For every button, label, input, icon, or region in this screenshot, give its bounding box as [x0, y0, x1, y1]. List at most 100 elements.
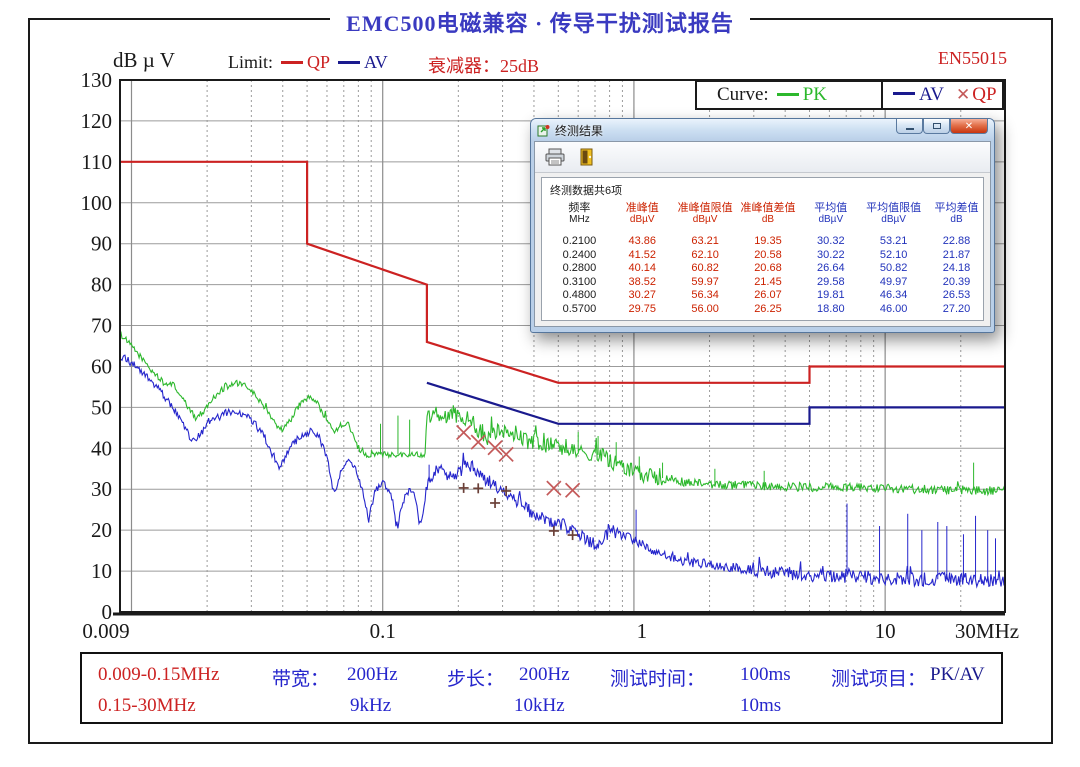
pk-label: PK	[802, 84, 828, 105]
result-summary: 终测数据共6项	[550, 185, 623, 197]
standard-label: EN55015	[938, 48, 1007, 68]
window-title: 终测结果	[555, 123, 604, 138]
table-cell: 19.81	[817, 289, 845, 301]
table-cell: 60.82	[691, 262, 719, 274]
svg-text:80: 80	[91, 273, 112, 297]
step-value-1: 200Hz	[519, 664, 570, 685]
test-time-label: 测试时间：	[610, 669, 706, 690]
table-cell: 30.22	[817, 248, 845, 261]
close-button[interactable]: ✕	[950, 119, 988, 134]
maximize-icon	[932, 123, 941, 129]
curve-legend-pk: Curve: PK	[697, 84, 881, 106]
column-header: 准峰值 dBµV	[625, 202, 659, 225]
svg-text:0.1: 0.1	[370, 619, 396, 643]
av-label: AV	[919, 84, 944, 105]
step-value-2: 10kHz	[514, 695, 565, 716]
table-row: 0.2100 43.86 63.21 19.35 30.32 53.21 22.88	[548, 226, 983, 247]
test-item-label: 测试项目：	[831, 669, 927, 690]
table-row: 0.2800 40.14 60.82 20.68 26.64 50.82 24.18	[548, 261, 983, 275]
table-cell: 21.45	[754, 275, 782, 288]
table-cell: 30.27	[628, 289, 657, 301]
table-row: 0.4800 30.27 56.34 26.07 19.81 46.34 26.53	[548, 288, 983, 302]
curve-legend-av-qp: AV ✕ QP	[881, 82, 1002, 108]
table-row: 0.3100 38.52 59.97 21.45 29.58 49.97 20.39	[548, 274, 983, 288]
svg-text:130: 130	[81, 68, 113, 92]
test-time-value-2: 10ms	[740, 695, 782, 716]
svg-text:110: 110	[81, 150, 112, 174]
curve-av	[119, 354, 1006, 589]
table-cell: 41.52	[628, 248, 657, 261]
table-cell: 19.35	[754, 235, 782, 247]
svg-text:90: 90	[91, 232, 112, 256]
table-cell: 50.82	[879, 262, 908, 274]
table-cell: 24.18	[942, 262, 971, 274]
svg-text:0: 0	[102, 600, 113, 624]
table-cell: 29.75	[628, 302, 657, 315]
table-cell: 0.3100	[562, 275, 597, 288]
page-title: EMC500电磁兼容 · 传导干扰测试报告	[0, 6, 1080, 38]
svg-text:10: 10	[91, 559, 112, 583]
table-cell: 22.88	[942, 235, 971, 247]
pk-line-icon	[776, 92, 799, 96]
column-header: 平均值 dBµV	[814, 202, 848, 225]
svg-text:50: 50	[91, 395, 112, 419]
result-window-toolbar	[535, 142, 990, 173]
exit-door-icon[interactable]	[579, 148, 595, 166]
svg-text:10: 10	[875, 619, 896, 643]
limit-av-label: AV	[364, 52, 388, 72]
table-cell: 49.97	[879, 275, 908, 288]
table-cell: 56.00	[691, 302, 719, 315]
curve-pk	[119, 331, 1006, 497]
limit-av	[426, 381, 1005, 425]
av-limit-line-icon	[338, 60, 361, 64]
svg-text:100: 100	[81, 191, 113, 215]
svg-text:30: 30	[91, 477, 112, 501]
result-window[interactable]: 终测结果 ✕ 终测数据共6项 频率 MHz 准峰值 dBµV 准峰值限值 dBµV 准	[530, 118, 995, 333]
bandwidth-value-2: 9kHz	[350, 695, 392, 716]
table-cell: 43.86	[628, 235, 657, 247]
qp-limit-line-icon	[281, 60, 303, 64]
svg-text:20: 20	[91, 518, 112, 542]
result-window-titlebar[interactable]: 终测结果 ✕	[531, 119, 994, 141]
svg-text:120: 120	[81, 109, 113, 133]
table-cell: 53.21	[879, 235, 908, 247]
column-header: 准峰值差值 dB	[740, 202, 796, 225]
table-cell: 29.58	[817, 275, 845, 288]
printer-icon[interactable]	[545, 148, 565, 166]
table-header-row: 频率 MHz 准峰值 dBµV 准峰值限值 dBµV 准峰值差值 dB 平均值 dBµV 平均值限值…	[548, 202, 983, 226]
svg-text:1: 1	[637, 619, 648, 643]
step-label: 步长：	[447, 669, 505, 690]
y-axis-unit-label: dB µ V	[113, 48, 175, 72]
table-cell: 0.2100	[562, 235, 597, 247]
qp-label: QP	[972, 84, 997, 105]
table-cell: 30.32	[817, 235, 845, 247]
svg-text:40: 40	[91, 436, 112, 460]
svg-text:0.009: 0.009	[82, 619, 129, 643]
table-cell: 26.07	[754, 289, 782, 301]
minimize-button[interactable]	[896, 119, 923, 134]
table-cell: 62.10	[691, 248, 719, 261]
bandwidth-label: 带宽：	[272, 669, 330, 690]
table-cell: 20.39	[942, 275, 971, 288]
curve-legend: Curve: PK AV ✕ QP	[695, 80, 1004, 110]
test-settings-box: 0.009-0.15MHz 带宽： 200Hz 步长： 200Hz 测试时间： …	[80, 652, 1003, 724]
column-header: 准峰值限值 dBµV	[677, 202, 733, 225]
table-cell: 26.64	[817, 262, 845, 274]
curve-label: Curve:	[717, 84, 769, 105]
table-cell: 38.52	[628, 275, 657, 288]
column-header: 平均差值 dB	[934, 202, 979, 225]
av-line-icon	[893, 92, 915, 95]
table-cell: 20.58	[754, 248, 782, 261]
table-cell: 20.68	[754, 262, 782, 274]
result-window-body: 终测数据共6项 频率 MHz 准峰值 dBµV 准峰值限值 dBµV 准峰值差值 dB 平均值 d…	[534, 141, 991, 327]
table-cell: 0.4800	[562, 289, 597, 301]
table-cell: 0.2400	[562, 248, 597, 261]
limit-legend: Limit: QP AV	[228, 52, 388, 73]
svg-text:30MHz: 30MHz	[955, 619, 1019, 643]
table-row: 0.2400 41.52 62.10 20.58 30.22 52.10 21.87	[548, 247, 983, 261]
svg-text:70: 70	[91, 314, 112, 338]
maximize-button[interactable]	[923, 119, 950, 134]
bandwidth-value-1: 200Hz	[347, 664, 398, 685]
table-cell: 63.21	[691, 235, 719, 247]
